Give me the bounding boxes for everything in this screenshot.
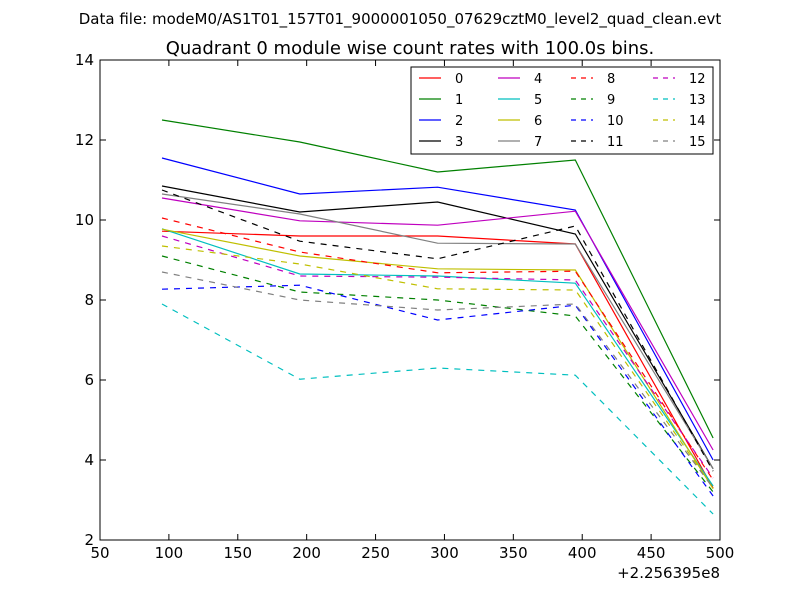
chart-title: Quadrant 0 module wise count rates with … xyxy=(166,38,655,59)
y-tick-label-6: 6 xyxy=(84,371,94,389)
series-line-1 xyxy=(161,119,714,439)
legend-label-12: 12 xyxy=(689,72,706,87)
plot-area: 50 100 150 200 250 300 350 400 450 50024681012140… xyxy=(75,51,734,562)
legend-label-14: 14 xyxy=(689,114,706,129)
x-tick-label-300: 300 xyxy=(430,544,459,562)
series-line-10 xyxy=(161,284,714,497)
legend-label-8: 8 xyxy=(607,72,615,87)
legend-label-2: 2 xyxy=(455,114,463,129)
x-tick-label-450: 450 xyxy=(637,544,666,562)
legend-label-7: 7 xyxy=(534,135,542,150)
y-tick-label-10: 10 xyxy=(75,211,94,229)
series-line-6 xyxy=(161,228,714,490)
legend-label-6: 6 xyxy=(534,114,542,129)
series-line-7 xyxy=(161,193,714,470)
y-tick-label-14: 14 xyxy=(75,51,94,69)
series-line-15 xyxy=(161,271,714,489)
legend-label-0: 0 xyxy=(455,72,463,87)
x-offset-label: +2.256395e8 xyxy=(617,564,720,582)
legend-label-15: 15 xyxy=(689,135,706,150)
y-tick-label-2: 2 xyxy=(84,531,94,549)
chart-suptitle: Data file: modeM0/AS1T01_157T01_90000010… xyxy=(79,10,722,29)
series-line-5 xyxy=(161,228,714,487)
x-tick-label-500: 500 xyxy=(706,544,735,562)
series-line-8 xyxy=(161,217,714,481)
x-tick-label-350: 350 xyxy=(499,544,528,562)
legend-label-3: 3 xyxy=(455,135,463,150)
x-tick-label-250: 250 xyxy=(361,544,390,562)
series-line-3 xyxy=(161,185,714,470)
series-line-2 xyxy=(161,157,714,461)
legend-label-11: 11 xyxy=(607,135,624,150)
legend-label-4: 4 xyxy=(534,72,542,87)
x-tick-label-50: 50 xyxy=(90,544,109,562)
x-tick-label-100: 100 xyxy=(155,544,184,562)
x-tick-label-200: 200 xyxy=(292,544,321,562)
series-line-14 xyxy=(161,245,714,489)
x-tick-label-150: 150 xyxy=(223,544,252,562)
series-line-9 xyxy=(161,255,714,493)
series-line-0 xyxy=(161,230,714,489)
y-tick-label-4: 4 xyxy=(84,451,94,469)
series-line-12 xyxy=(161,235,714,479)
y-tick-label-12: 12 xyxy=(75,131,94,149)
legend-label-10: 10 xyxy=(607,114,624,129)
legend-label-9: 9 xyxy=(607,93,615,108)
x-tick-label-400: 400 xyxy=(568,544,597,562)
series-line-11 xyxy=(161,189,714,472)
legend-label-5: 5 xyxy=(534,93,542,108)
y-tick-label-8: 8 xyxy=(84,291,94,309)
legend-label-13: 13 xyxy=(689,93,706,108)
series-line-4 xyxy=(161,197,714,451)
legend-label-1: 1 xyxy=(455,93,463,108)
legend-box xyxy=(410,66,714,155)
